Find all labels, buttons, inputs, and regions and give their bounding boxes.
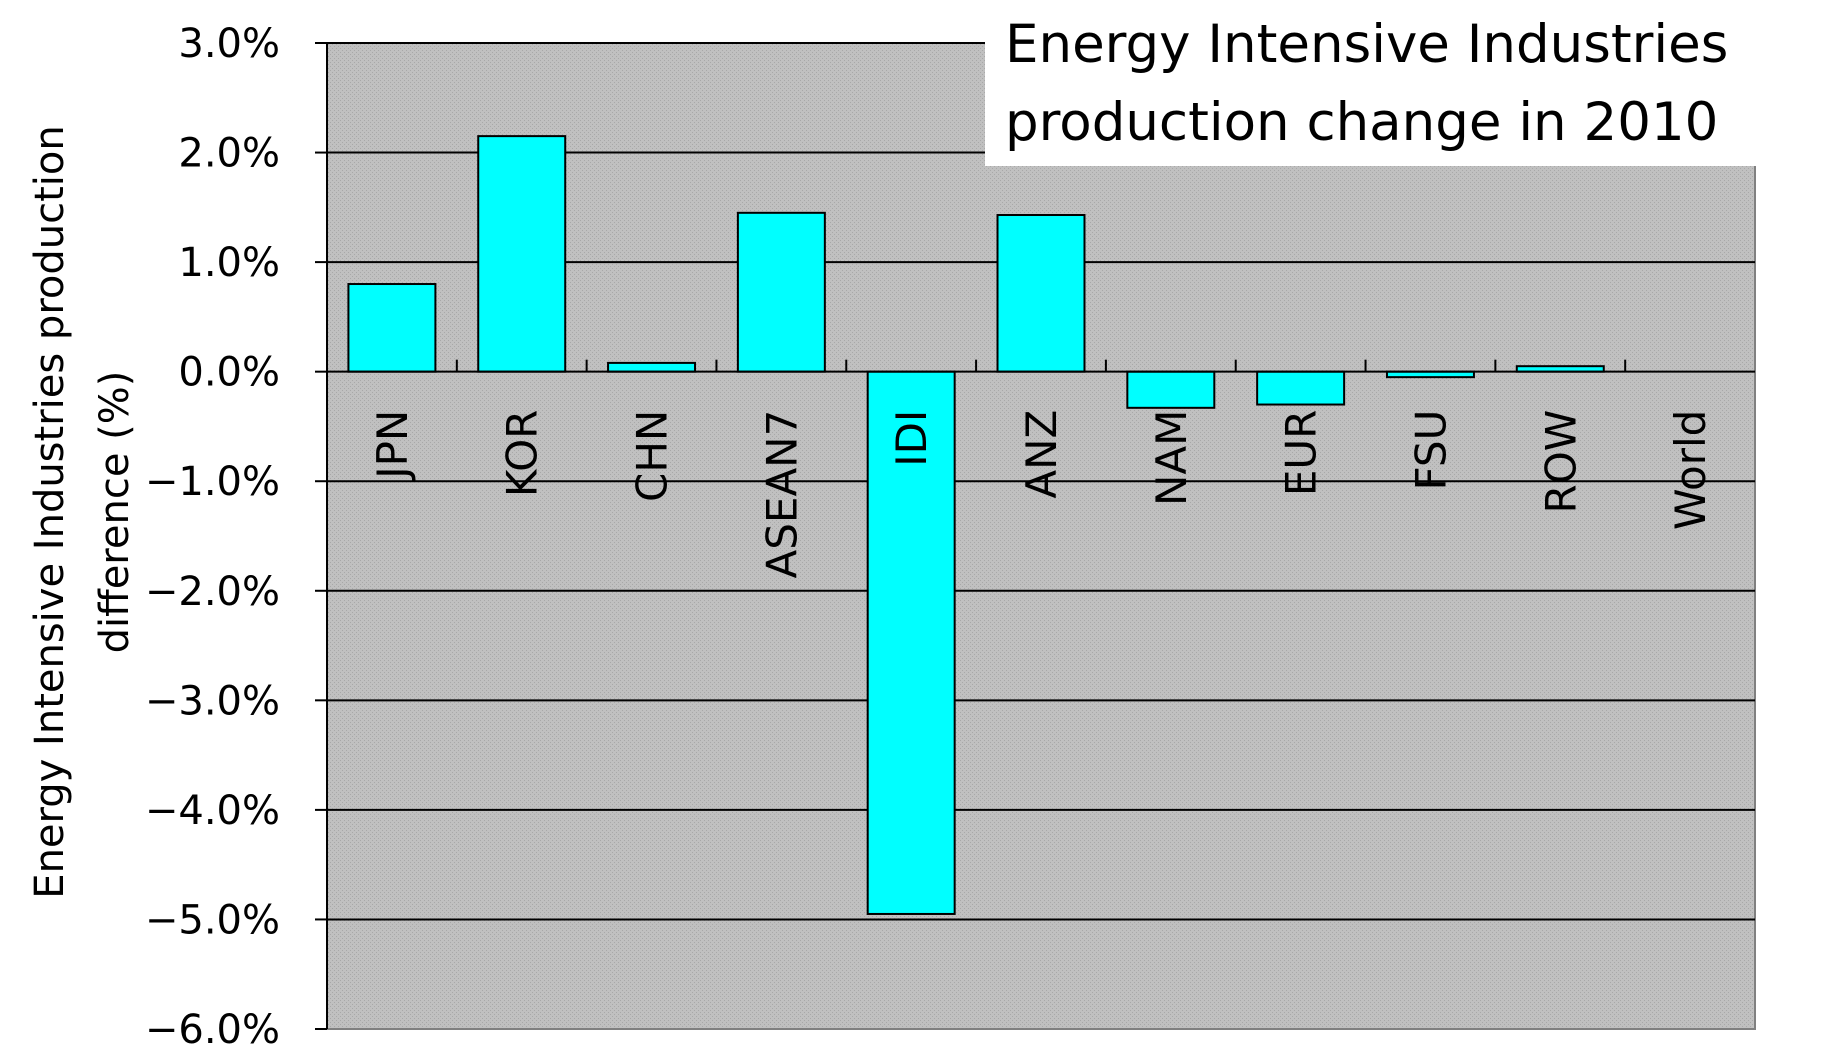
chart-title-line-2: production change in 2010 [1005, 92, 1719, 153]
chart-title: Energy Intensive Industries production c… [985, 0, 1821, 166]
bar-jpn [347, 283, 437, 373]
category-label-world: World [1666, 410, 1715, 530]
bar-kor [477, 135, 567, 373]
bar-nam [1126, 370, 1216, 409]
bar-asean7 [736, 211, 826, 373]
bar-anz [996, 214, 1086, 373]
category-label-nam: NAM [1147, 410, 1196, 506]
category-label-eur: EUR [1277, 410, 1326, 496]
category-labels: JPN KOR CHN ASEAN7 IDI ANZ NAM EUR FSU ROW World [368, 410, 1715, 579]
y-tick-label: −5.0% [145, 897, 280, 943]
y-tick-label: −2.0% [145, 569, 280, 615]
y-tick-label: −3.0% [145, 678, 280, 724]
bar-eur [1256, 370, 1346, 406]
y-tick-label: 0.0% [178, 350, 280, 396]
axes [315, 42, 1755, 1030]
category-label-idi: IDI [887, 410, 936, 467]
y-tick-label: 2.0% [178, 131, 280, 177]
bar-idi [866, 370, 956, 915]
category-label-row: ROW [1536, 410, 1585, 514]
y-axis-title: Energy Intensive Industries production d… [27, 125, 138, 898]
chart-title-line-1: Energy Intensive Industries [1005, 14, 1729, 75]
y-tick-labels: 3.0% 2.0% 1.0% 0.0% −1.0% −2.0% −3.0% −4.0% −5.0… [145, 21, 280, 1052]
y-tick-label: −6.0% [145, 1007, 280, 1052]
y-axis-title-line-2: difference (%) [92, 371, 138, 654]
category-label-fsu: FSU [1406, 410, 1455, 491]
category-label-anz: ANZ [1017, 410, 1066, 499]
category-label-kor: KOR [498, 410, 547, 498]
y-tick-label: −4.0% [145, 788, 280, 834]
y-axis-title-line-1: Energy Intensive Industries production [27, 125, 73, 898]
y-tick-label: 1.0% [178, 240, 280, 286]
category-label-jpn: JPN [368, 410, 417, 482]
y-tick-label: −1.0% [145, 459, 280, 505]
category-label-chn: CHN [628, 410, 677, 502]
bars [347, 135, 1605, 915]
category-label-asean7: ASEAN7 [757, 410, 806, 579]
bar-chn [607, 361, 697, 373]
y-tick-label: 3.0% [178, 21, 280, 67]
